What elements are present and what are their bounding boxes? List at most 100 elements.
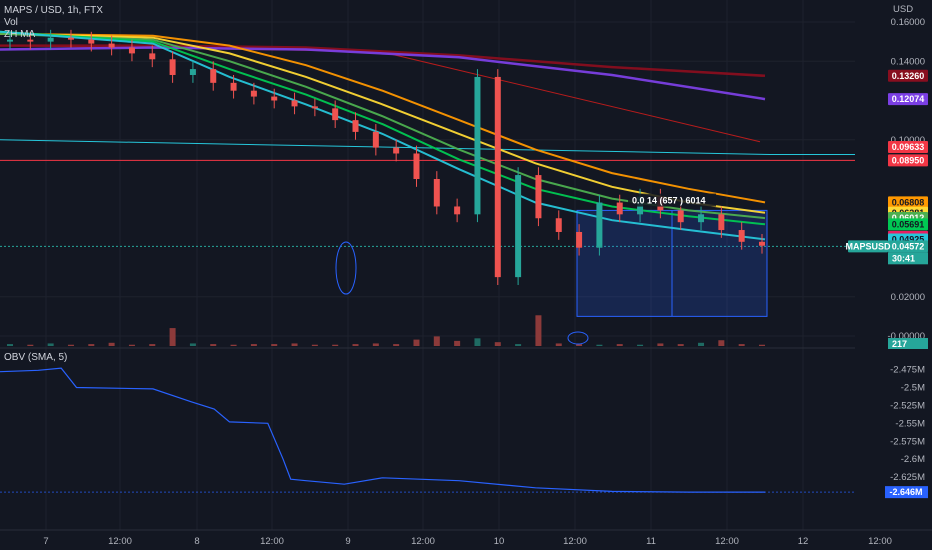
candle-body[interactable] <box>88 39 95 44</box>
candle-body[interactable] <box>393 147 400 154</box>
volume-badge <box>888 338 928 349</box>
price-badge <box>888 69 928 82</box>
time-tick-label: 12:00 <box>108 536 132 547</box>
volume-bar[interactable] <box>759 344 765 346</box>
volume-bar[interactable] <box>454 340 461 346</box>
volume-bar[interactable] <box>657 343 664 346</box>
candle-body[interactable] <box>413 153 420 179</box>
volume-bar[interactable] <box>352 344 359 346</box>
volume-bar[interactable] <box>433 336 440 346</box>
volume-bar[interactable] <box>738 344 745 346</box>
candle-body[interactable] <box>576 231 583 248</box>
ma-line-purple[interactable] <box>0 46 766 101</box>
volume-bar[interactable] <box>515 344 522 346</box>
volume-bar[interactable] <box>535 315 542 346</box>
candle-body[interactable] <box>67 37 74 40</box>
ma-line-lime[interactable] <box>0 30 766 226</box>
annotation-circle[interactable] <box>335 241 357 295</box>
time-tick-label: 9 <box>345 536 350 547</box>
candle-body[interactable] <box>332 108 339 121</box>
volume-bar[interactable] <box>494 342 501 346</box>
candle-body[interactable] <box>718 214 725 231</box>
price-badge-label: 0.06808 <box>892 197 925 207</box>
volume-bar[interactable] <box>7 344 13 346</box>
candle-body[interactable] <box>230 82 237 91</box>
volume-bar[interactable] <box>250 344 257 346</box>
ma-line-orange[interactable] <box>0 32 766 204</box>
candle-body[interactable] <box>515 175 522 278</box>
candle-body[interactable] <box>128 47 135 54</box>
obv-legend[interactable]: OBV (SMA, 5) <box>4 352 68 363</box>
price-badge-label: 0.09633 <box>892 142 925 152</box>
candle-body[interactable] <box>352 120 359 132</box>
volume-bar[interactable] <box>372 343 379 346</box>
candle-body[interactable] <box>7 39 13 42</box>
candle-body[interactable] <box>311 106 318 109</box>
annotation-circle[interactable] <box>567 331 589 345</box>
candle-body[interactable] <box>759 241 765 246</box>
candle-body[interactable] <box>433 179 440 207</box>
volume-bar[interactable] <box>698 342 705 346</box>
volume-bar[interactable] <box>128 344 135 346</box>
volume-bar[interactable] <box>149 344 156 346</box>
ma-legend[interactable]: ZH MA <box>4 29 36 40</box>
volume-bar[interactable] <box>189 343 196 346</box>
candle-body[interactable] <box>698 214 705 223</box>
candle-body[interactable] <box>738 230 745 242</box>
volume-bar[interactable] <box>88 344 95 346</box>
candle-body[interactable] <box>454 206 461 215</box>
candle-body[interactable] <box>291 100 298 107</box>
candle-body[interactable] <box>677 210 684 223</box>
volume-bar[interactable] <box>291 343 298 346</box>
candle-body[interactable] <box>189 69 196 75</box>
volume-bar[interactable] <box>596 344 603 346</box>
ma-line-cyan[interactable] <box>0 30 766 241</box>
candle-body[interactable] <box>27 39 34 42</box>
volume-bar[interactable] <box>47 343 54 346</box>
volume-bar[interactable] <box>169 328 176 346</box>
volume-bar[interactable] <box>555 343 562 346</box>
candle-body[interactable] <box>494 76 501 278</box>
volume-legend[interactable]: Vol <box>4 17 18 28</box>
candle-body[interactable] <box>535 175 542 219</box>
symbol-badge <box>848 240 888 253</box>
price-tick-label: 0.14000 <box>891 56 925 67</box>
ma-line-darkred[interactable] <box>0 44 766 78</box>
volume-bar[interactable] <box>311 344 318 346</box>
volume-bar[interactable] <box>637 344 644 346</box>
obv-tick-label: -2.5M <box>901 383 925 394</box>
candle-body[interactable] <box>47 37 54 42</box>
candle-body[interactable] <box>596 202 603 248</box>
volume-bar[interactable] <box>271 344 278 346</box>
candle-body[interactable] <box>271 96 278 101</box>
volume-bar[interactable] <box>616 344 623 346</box>
price-axis-panel[interactable] <box>855 0 932 530</box>
volume-bar[interactable] <box>474 338 481 346</box>
symbol-line[interactable]: MAPS / USD, 1h, FTX <box>4 5 103 16</box>
volume-bar[interactable] <box>718 340 725 346</box>
volume-bar[interactable] <box>27 344 34 346</box>
candle-body[interactable] <box>250 90 257 97</box>
candle-body[interactable] <box>210 69 217 83</box>
volume-bar[interactable] <box>413 339 420 346</box>
price-badge-label: 0.04925 <box>892 234 925 244</box>
candle-body[interactable] <box>108 43 115 48</box>
time-tick-label: 12:00 <box>563 536 587 547</box>
volume-bar[interactable] <box>230 344 237 346</box>
candle-body[interactable] <box>149 53 156 60</box>
volume-bar[interactable] <box>108 342 115 346</box>
volume-bar[interactable] <box>67 344 74 346</box>
volume-bar[interactable] <box>393 344 400 346</box>
volume-bar[interactable] <box>677 344 684 346</box>
candle-body[interactable] <box>474 76 481 215</box>
volume-bar[interactable] <box>210 344 217 346</box>
candle-body[interactable] <box>555 218 562 232</box>
volume-bar[interactable] <box>332 344 339 346</box>
volume-bar[interactable] <box>576 344 583 346</box>
candle-body[interactable] <box>169 59 176 75</box>
candle-body[interactable] <box>616 202 623 215</box>
obv-line[interactable] <box>0 367 765 493</box>
candle-body[interactable] <box>372 131 379 148</box>
